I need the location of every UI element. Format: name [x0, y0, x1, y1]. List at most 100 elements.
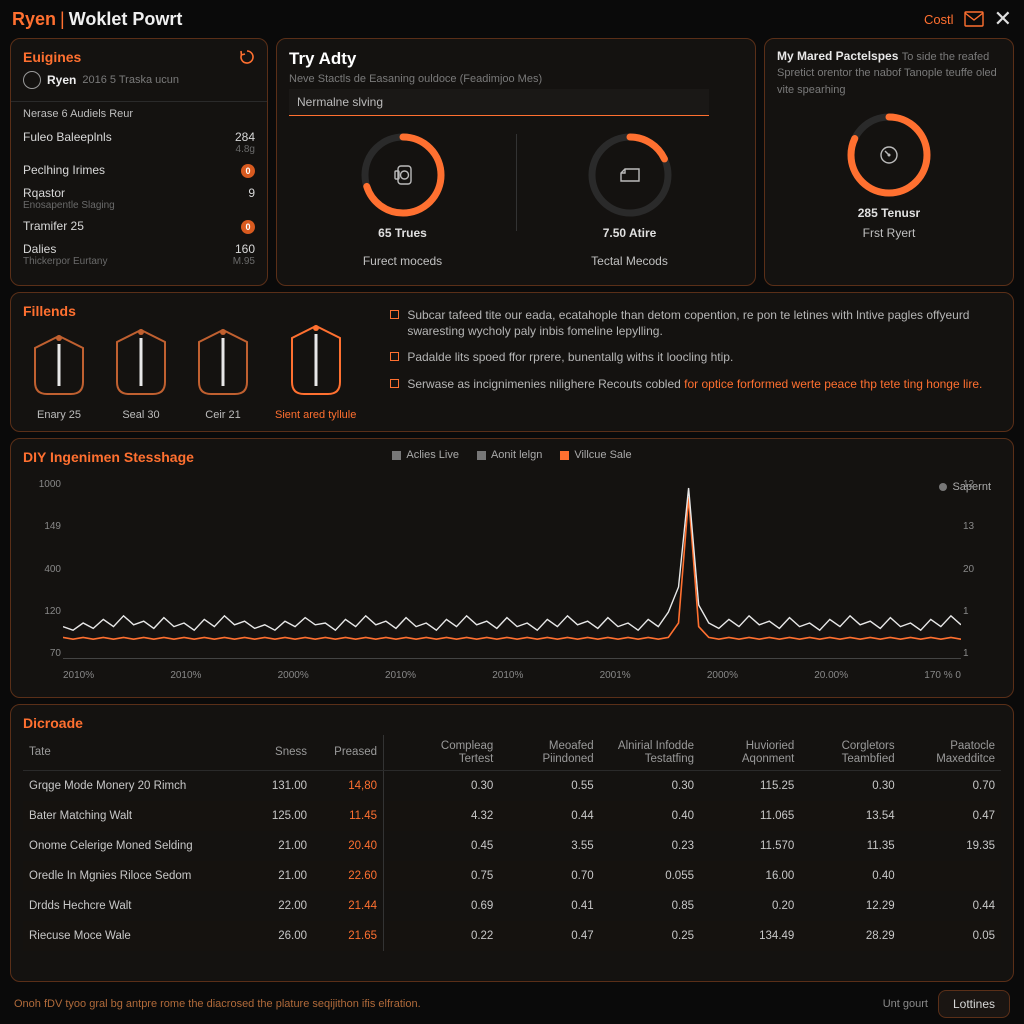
- center-gauges: 65 TruesFurect moceds 7.50 AtireTectal M…: [289, 124, 743, 275]
- table-cell: 22.00: [243, 900, 313, 912]
- sidebar-metric[interactable]: Fuleo Baleeplnls 2844.8g: [23, 126, 255, 159]
- table-cell: 115.25: [700, 780, 800, 792]
- bullet-text: Serwase as incignimenies nilighere Recou…: [407, 376, 982, 392]
- right-gauge-caption: Frst Ryert: [777, 226, 1001, 240]
- selected-name: Ryen: [47, 73, 76, 87]
- table-cell: 0.55: [499, 780, 599, 792]
- x-tick: 2010%: [492, 670, 523, 681]
- title-rest: Woklet Powrt: [69, 9, 183, 30]
- legend-swatch: [560, 451, 569, 460]
- table-header-cell[interactable]: Preased: [313, 746, 383, 759]
- sidebar-section-label: Nerase 6 Audiels Reur: [23, 108, 255, 120]
- table-row[interactable]: Onome Celerige Moned Selding21.0020.400.…: [23, 831, 1001, 861]
- table-header-cell[interactable]: Tate: [23, 746, 243, 759]
- table-cell: 0.20: [700, 900, 800, 912]
- table-vsep: [383, 771, 399, 801]
- table-header-cell[interactable]: HuvioriedAqonment: [700, 740, 800, 765]
- metric-value: 160M.95: [233, 242, 255, 267]
- x-tick: 2000%: [278, 670, 309, 681]
- cost-label[interactable]: Costl: [924, 12, 954, 27]
- table-header-cell[interactable]: CorgletorsTeambfied: [800, 740, 900, 765]
- table-row[interactable]: Drdds Hechcre Walt22.0021.440.690.410.85…: [23, 891, 1001, 921]
- footer-button[interactable]: Lottines: [938, 990, 1010, 1018]
- shield-icon: [111, 326, 171, 403]
- table-vsep: [383, 921, 399, 951]
- metric-value: 2844.8g: [235, 130, 255, 155]
- table-cell: 11.065: [700, 810, 800, 822]
- mail-icon[interactable]: [964, 11, 984, 27]
- table-header-cell[interactable]: MeoafedPiindoned: [499, 740, 599, 765]
- sidebar-metric[interactable]: Peclhing Irimes0: [23, 159, 255, 182]
- table-row[interactable]: Riecuse Moce Wale26.0021.650.220.470.251…: [23, 921, 1001, 951]
- shield-label: Sient ared tyllule: [275, 409, 356, 421]
- table-cell: 26.00: [243, 930, 313, 942]
- chart-line-orange: [63, 497, 961, 639]
- table-cell: 21.65: [313, 930, 383, 942]
- table-row[interactable]: Bater Matching Walt125.0011.454.320.440.…: [23, 801, 1001, 831]
- search-input[interactable]: [289, 89, 709, 116]
- metric-value: 0: [241, 219, 255, 234]
- chart-plot-area[interactable]: 100014940012070 12132011 2010%2010%2000%…: [23, 467, 1001, 687]
- metric-title: Tramifer 25: [23, 219, 84, 233]
- chart-baseline: [63, 658, 961, 659]
- y-right-tick: 12: [963, 479, 997, 490]
- table-cell: 4.32: [399, 810, 499, 822]
- app-title: Ryen | Woklet Powrt: [12, 9, 182, 30]
- gauge-icon: [360, 132, 446, 218]
- table-cell: 14,80: [313, 780, 383, 792]
- bullet-text: Subcar tafeed tite our eada, ecatahople …: [407, 307, 995, 339]
- table-cell: 3.55: [499, 840, 599, 852]
- sidebar-panel: Euigines Ryen 2016 5 Traska ucun Nerase …: [10, 38, 268, 286]
- legend-item[interactable]: Aonit lelgn: [477, 449, 542, 461]
- gauge-value: 285 Tenusr: [858, 206, 920, 220]
- sidebar-selected-item[interactable]: Ryen 2016 5 Traska ucun: [23, 71, 255, 89]
- gauge: 7.50 AtireTectal Mecods: [587, 132, 673, 268]
- metric-title: Fuleo Baleeplnls: [23, 130, 112, 144]
- table-cell: 0.47: [901, 810, 1001, 822]
- table-header-cell[interactable]: CompleagTertest: [399, 740, 499, 765]
- table-cell: 0.69: [399, 900, 499, 912]
- center-panel: Try Adty Neve Stactls de Easaning ouldoc…: [276, 38, 756, 286]
- divider: [11, 101, 267, 102]
- table-cell: 22.60: [313, 870, 383, 882]
- avatar-icon: [23, 71, 41, 89]
- footer-note: Onoh fDV tyoo gral bg antpre rome the di…: [14, 998, 421, 1010]
- shield-item[interactable]: Enary 25: [29, 332, 89, 421]
- legend-item[interactable]: Aclies Live: [392, 449, 459, 461]
- gauge-value: 7.50 Atire: [603, 226, 657, 240]
- table-row[interactable]: Grqge Mode Monery 20 Rimch131.0014,800.3…: [23, 771, 1001, 801]
- x-tick: 2010%: [170, 670, 201, 681]
- x-tick: 170 % 0: [924, 670, 961, 681]
- table-cell: 125.00: [243, 810, 313, 822]
- table-cell: Onome Celerige Moned Selding: [23, 840, 243, 852]
- refresh-icon[interactable]: [239, 49, 255, 65]
- table-cell: 0.30: [600, 780, 700, 792]
- chart-legend: Aclies Live Aonit lelgn Villcue Sale: [23, 449, 1001, 461]
- footer-link[interactable]: Unt gourt: [883, 998, 928, 1010]
- shield-item[interactable]: Ceir 21: [193, 326, 253, 421]
- table-header-cell[interactable]: Alnirial InfoddeTestatfing: [600, 740, 700, 765]
- filends-panel: Fillends Enary 25 Seal 30 Ceir 21 Sient …: [10, 292, 1014, 432]
- footer: Onoh fDV tyoo gral bg antpre rome the di…: [10, 988, 1014, 1020]
- bullet-icon: [390, 352, 399, 361]
- shield-icon: [286, 322, 346, 403]
- selected-sub: 2016 5 Traska ucun: [82, 74, 179, 86]
- table-cell: 0.70: [901, 780, 1001, 792]
- table-row[interactable]: Oredle In Mgnies Riloce Sedom21.0022.600…: [23, 861, 1001, 891]
- table-cell: 0.45: [399, 840, 499, 852]
- bullet-item: Subcar tafeed tite our eada, ecatahople …: [390, 307, 995, 339]
- shield-item[interactable]: Sient ared tyllule: [275, 322, 356, 421]
- sidebar-metric[interactable]: DaliesThickerpor Eurtany160M.95: [23, 238, 255, 271]
- legend-item[interactable]: Villcue Sale: [560, 449, 631, 461]
- table-panel: Dicroade TateSnessPreasedCompleagTertest…: [10, 704, 1014, 982]
- table-header-cell[interactable]: Sness: [243, 746, 313, 759]
- close-icon[interactable]: ✕: [994, 8, 1012, 30]
- metric-title: Rqastor: [23, 186, 115, 200]
- table-cell: 12.29: [800, 900, 900, 912]
- sidebar-metric[interactable]: Tramifer 25 0: [23, 215, 255, 238]
- table-cell: 0.70: [499, 870, 599, 882]
- sidebar-metric[interactable]: RqastorEnosapentle Slaging9: [23, 182, 255, 215]
- legend-swatch: [392, 451, 401, 460]
- shield-item[interactable]: Seal 30: [111, 326, 171, 421]
- table-header-cell[interactable]: PaatocleMaxedditce: [901, 740, 1001, 765]
